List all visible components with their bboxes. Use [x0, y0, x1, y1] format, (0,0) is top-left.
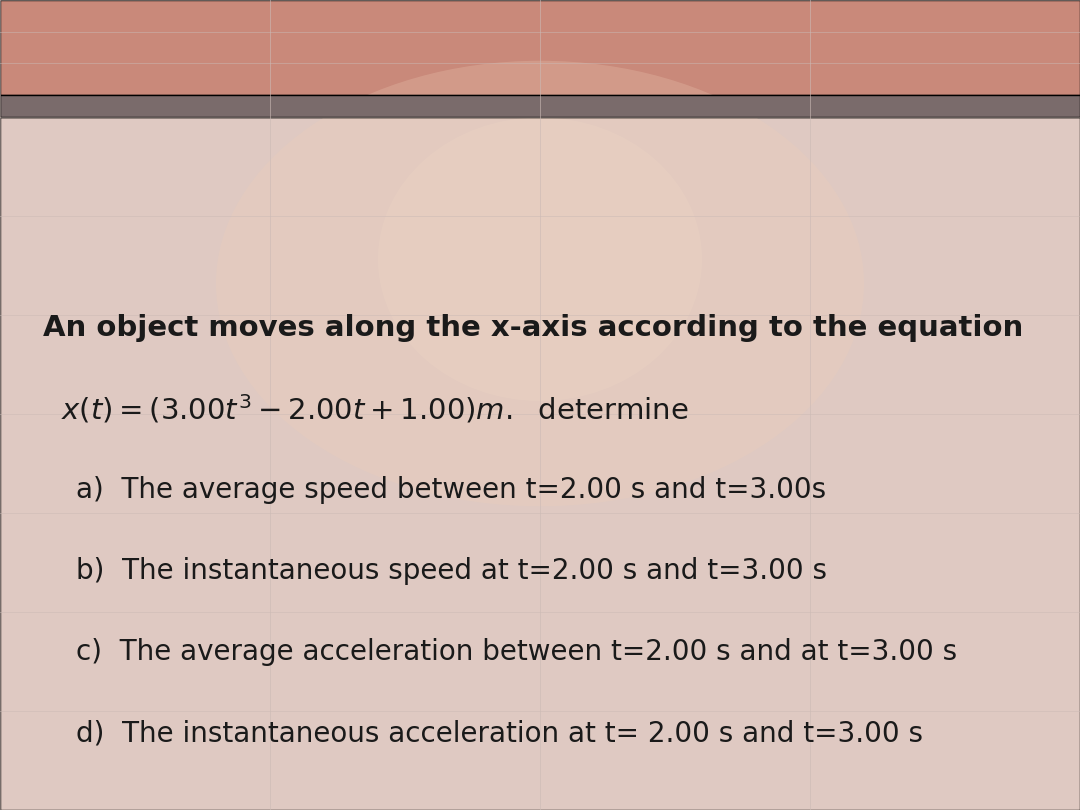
Text: An object moves along the x-axis according to the equation: An object moves along the x-axis accordi…: [43, 314, 1024, 342]
Ellipse shape: [216, 61, 864, 506]
Text: $x(t) = (3.00t^3 - 2.00t + 1.00)m.$  determine: $x(t) = (3.00t^3 - 2.00t + 1.00)m.$ dete…: [43, 393, 689, 425]
FancyBboxPatch shape: [0, 117, 1080, 810]
FancyBboxPatch shape: [0, 0, 1080, 95]
Text: b)  The instantaneous speed at t=2.00 s and t=3.00 s: b) The instantaneous speed at t=2.00 s a…: [76, 557, 826, 585]
Text: a)  The average speed between t=2.00 s and t=3.00s: a) The average speed between t=2.00 s an…: [76, 476, 826, 504]
Ellipse shape: [378, 117, 702, 401]
Text: c)  The average acceleration between t=2.00 s and at t=3.00 s: c) The average acceleration between t=2.…: [76, 638, 957, 666]
Text: d)  The instantaneous acceleration at t= 2.00 s and t=3.00 s: d) The instantaneous acceleration at t= …: [76, 719, 922, 747]
FancyBboxPatch shape: [0, 95, 1080, 117]
